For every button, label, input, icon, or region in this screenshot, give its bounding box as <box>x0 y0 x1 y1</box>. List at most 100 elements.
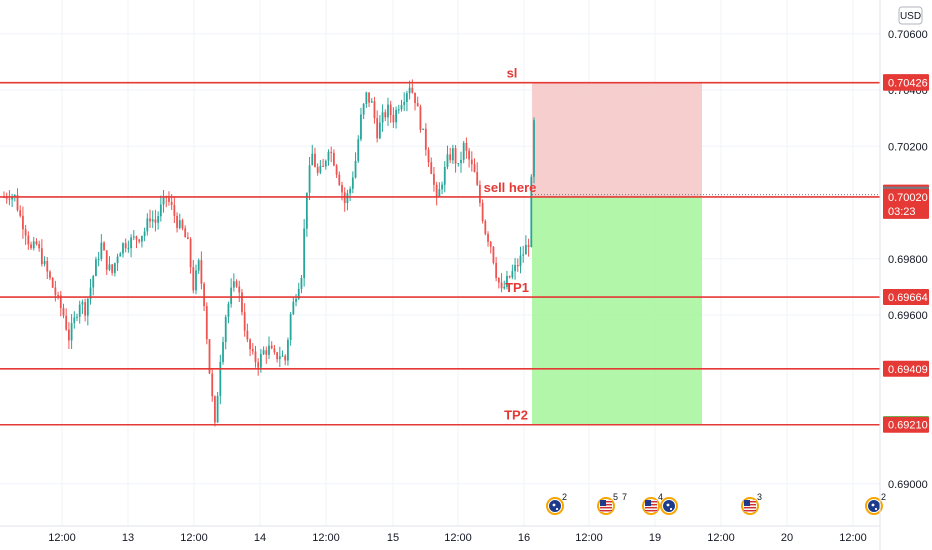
candle-body <box>73 317 76 324</box>
level-label: sell here <box>484 180 537 195</box>
candle-body <box>414 92 416 104</box>
candle-body <box>319 165 322 173</box>
candle-body <box>254 351 257 363</box>
candle-body <box>43 260 46 265</box>
candle-body <box>384 112 387 118</box>
time-tick-label: 12:00 <box>48 532 76 544</box>
candle-body <box>500 282 503 289</box>
economic-event-icon[interactable]: 2 <box>865 492 886 515</box>
candle-body <box>116 256 119 264</box>
candle-body <box>392 115 395 123</box>
time-tick-label: 12:00 <box>839 532 867 544</box>
candle-body <box>265 350 268 355</box>
time-tick-label: 12:00 <box>180 532 208 544</box>
candle-body <box>246 330 249 340</box>
level-label: TP1 <box>505 280 529 295</box>
candle-body <box>119 253 122 257</box>
candle-body <box>5 197 8 199</box>
price-box-text: 0.70020 <box>888 192 928 204</box>
event-count: 4 <box>658 492 663 502</box>
event-count: 3 <box>757 492 762 502</box>
candle-body <box>259 354 262 368</box>
candle-body <box>13 194 16 197</box>
economic-event-icon[interactable]: 5 <box>597 492 618 515</box>
candle-body <box>533 120 535 177</box>
candle-body <box>268 345 270 355</box>
price-box-text: 0.69664 <box>888 292 928 304</box>
candle-body <box>176 215 178 228</box>
take-profit-zone[interactable] <box>532 196 702 425</box>
candle-body <box>141 235 143 242</box>
candle-body <box>408 87 411 94</box>
candle-body <box>376 118 379 139</box>
economic-event-icon[interactable]: 2 <box>546 492 567 515</box>
candle-body <box>479 184 481 203</box>
candle-body <box>497 277 500 283</box>
candle-body <box>397 109 400 111</box>
horizontal-levels[interactable]: sl sell here TP1 TP2 <box>0 66 880 426</box>
candle-body <box>81 302 84 305</box>
candle-body <box>489 241 492 247</box>
candle-body <box>84 302 87 316</box>
candle-body <box>389 104 392 116</box>
candle-body <box>86 298 89 316</box>
candle-body <box>506 276 508 287</box>
price-tick-label: 0.69600 <box>888 310 928 322</box>
candle-body <box>205 306 208 340</box>
candle-body <box>224 316 227 343</box>
candle-body <box>311 153 314 166</box>
candle-body <box>70 323 73 341</box>
candle-body <box>111 264 114 273</box>
candle-body <box>135 236 138 240</box>
candle-body <box>89 287 92 299</box>
candle-body <box>127 248 130 250</box>
candle-body <box>195 270 197 291</box>
candle-body <box>105 250 108 270</box>
candle-body <box>22 215 24 230</box>
time-axis[interactable]: 12:00 13 12:00 14 12:00 15 12:00 16 12:00 19 12:00… <box>48 532 867 544</box>
candle-body <box>184 228 187 238</box>
currency-badge[interactable]: USD <box>898 6 923 25</box>
candle-body <box>346 193 349 204</box>
candle-body <box>257 362 260 368</box>
price-tick-label: 0.70200 <box>888 141 928 153</box>
candle-body <box>324 160 327 167</box>
candle-body <box>249 339 251 350</box>
countdown-text: 03:23 <box>888 206 916 218</box>
economic-event-icon[interactable]: 3 <box>741 492 762 515</box>
candle-body <box>343 192 346 204</box>
candle-body <box>270 345 273 349</box>
candle-body <box>360 114 362 140</box>
candle-body <box>232 281 235 288</box>
candle-body <box>332 152 335 166</box>
candle-body <box>227 303 230 317</box>
candle-body <box>441 184 443 190</box>
economic-event-icon[interactable]: 4 <box>642 492 663 515</box>
candle-body <box>214 396 216 423</box>
time-tick-label: 20 <box>781 532 793 544</box>
candle-body <box>492 246 495 263</box>
candle-body <box>138 239 141 242</box>
candle-body <box>438 189 441 197</box>
candle-body <box>330 151 333 153</box>
price-box-text: 0.69210 <box>888 420 928 432</box>
economic-event-icon[interactable]: 7 <box>622 492 627 502</box>
price-box <box>883 188 929 219</box>
candle-body <box>308 165 311 193</box>
candle-body <box>451 148 454 161</box>
candle-body <box>222 342 224 362</box>
candle-body <box>170 201 173 205</box>
candle-body <box>122 243 124 254</box>
candle-body <box>278 356 281 360</box>
candle-body <box>511 271 514 278</box>
economic-event-icon[interactable] <box>660 497 678 515</box>
candle-body <box>341 184 343 193</box>
candle-body <box>197 260 200 271</box>
candle-body <box>300 278 303 289</box>
candle-body <box>365 92 368 105</box>
candle-body <box>335 165 338 175</box>
candle-body <box>368 92 370 103</box>
stop-loss-zone[interactable] <box>532 82 702 197</box>
